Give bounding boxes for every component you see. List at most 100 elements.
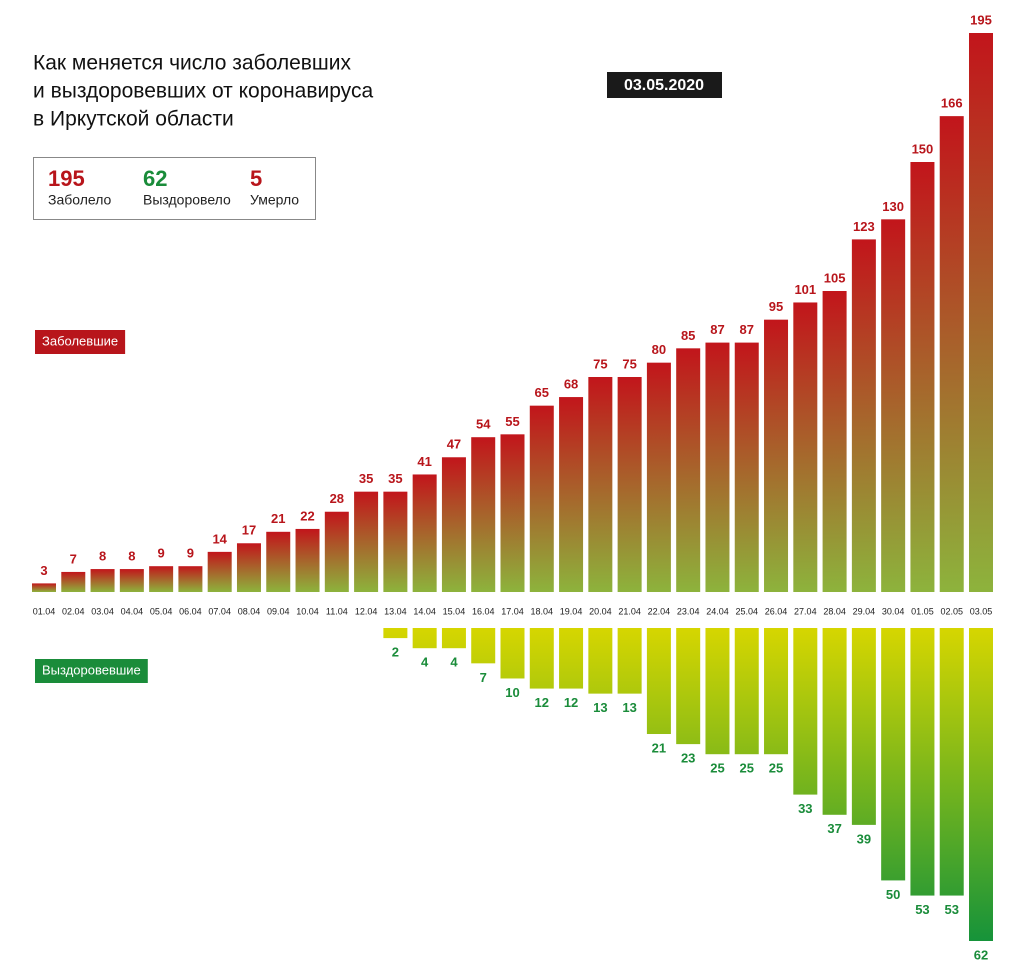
value-label: 95 [769, 299, 783, 314]
value-label: 68 [564, 377, 578, 392]
x-tick-label: 08.04 [238, 606, 261, 616]
value-label: 35 [388, 471, 402, 486]
bar [471, 628, 496, 664]
value-label: 87 [710, 322, 724, 337]
bar [32, 583, 56, 592]
summary-value: 195 [48, 166, 85, 191]
value-label: 35 [359, 471, 373, 486]
bar [324, 511, 349, 592]
bar [617, 628, 642, 694]
value-label: 55 [505, 414, 519, 429]
summary-label: Заболело [48, 192, 112, 208]
x-tick-label: 01.04 [33, 606, 56, 616]
bar [939, 628, 964, 896]
value-label: 75 [622, 356, 636, 371]
value-label: 75 [593, 356, 607, 371]
value-label: 8 [128, 549, 135, 564]
bar [441, 628, 466, 649]
x-tick-label: 24.04 [706, 606, 729, 616]
value-label: 195 [970, 12, 992, 27]
x-tick-label: 29.04 [853, 606, 876, 616]
value-label: 150 [912, 141, 934, 156]
value-label: 53 [915, 902, 929, 917]
bar [529, 628, 554, 689]
value-label: 65 [535, 385, 549, 400]
summary-box [33, 157, 316, 220]
value-label: 10 [505, 685, 519, 700]
bar [793, 628, 818, 795]
bar [939, 116, 964, 592]
x-tick-label: 27.04 [794, 606, 817, 616]
x-tick-label: 07.04 [208, 606, 231, 616]
value-label: 80 [652, 342, 666, 357]
bar [646, 362, 671, 592]
x-tick-label: 09.04 [267, 606, 290, 616]
x-tick-label: 20.04 [589, 606, 612, 616]
x-tick-label: 01.05 [911, 606, 934, 616]
legend-label: Выздоровевшие [42, 662, 141, 677]
bar [646, 628, 671, 735]
bar [588, 377, 613, 592]
x-tick-label: 13.04 [384, 606, 407, 616]
bar [851, 239, 876, 592]
value-label: 25 [769, 761, 783, 776]
value-label: 39 [857, 831, 871, 846]
summary-value: 62 [143, 166, 167, 191]
bar [851, 628, 876, 825]
value-label: 101 [794, 282, 816, 297]
value-label: 28 [330, 491, 344, 506]
bar [559, 628, 584, 689]
value-label: 123 [853, 219, 875, 234]
value-label: 7 [70, 551, 77, 566]
value-label: 23 [681, 751, 695, 766]
x-tick-label: 02.05 [940, 606, 963, 616]
bar [705, 628, 730, 755]
x-tick-label: 21.04 [618, 606, 641, 616]
bar [383, 491, 408, 592]
value-label: 2 [392, 645, 399, 660]
x-tick-label: 11.04 [326, 606, 348, 616]
value-label: 62 [974, 947, 988, 962]
value-label: 12 [535, 695, 549, 710]
value-label: 4 [450, 655, 458, 670]
x-tick-label: 18.04 [531, 606, 554, 616]
bar [207, 551, 232, 592]
bar [822, 291, 847, 592]
value-label: 50 [886, 887, 900, 902]
value-label: 54 [476, 417, 491, 432]
bar [793, 302, 818, 592]
value-label: 12 [564, 695, 578, 710]
bar [236, 543, 261, 592]
value-label: 166 [941, 96, 963, 111]
x-tick-label: 14.04 [413, 606, 436, 616]
chart-title: в Иркутской области [33, 108, 234, 131]
bar [500, 628, 525, 679]
bar [471, 437, 496, 592]
legend-box [35, 330, 126, 354]
bar [266, 531, 291, 592]
legend-box [35, 659, 148, 683]
bar [500, 434, 525, 592]
x-tick-label: 06.04 [179, 606, 202, 616]
bar [676, 348, 701, 592]
bar [119, 569, 144, 592]
value-label: 9 [187, 546, 194, 561]
bar [705, 342, 730, 592]
bar [588, 628, 613, 694]
bar [559, 397, 584, 592]
bar [734, 628, 759, 755]
value-label: 25 [740, 761, 754, 776]
x-tick-label: 16.04 [472, 606, 495, 616]
value-label: 13 [622, 700, 636, 715]
legend-label: Заболевшие [42, 333, 118, 348]
value-label: 22 [300, 508, 314, 523]
value-label: 41 [417, 454, 431, 469]
bar [969, 33, 993, 592]
bar [441, 457, 466, 592]
x-tick-label: 22.04 [648, 606, 671, 616]
value-label: 33 [798, 801, 812, 816]
x-tick-label: 12.04 [355, 606, 378, 616]
x-tick-label: 15.04 [443, 606, 466, 616]
bar [149, 566, 174, 592]
